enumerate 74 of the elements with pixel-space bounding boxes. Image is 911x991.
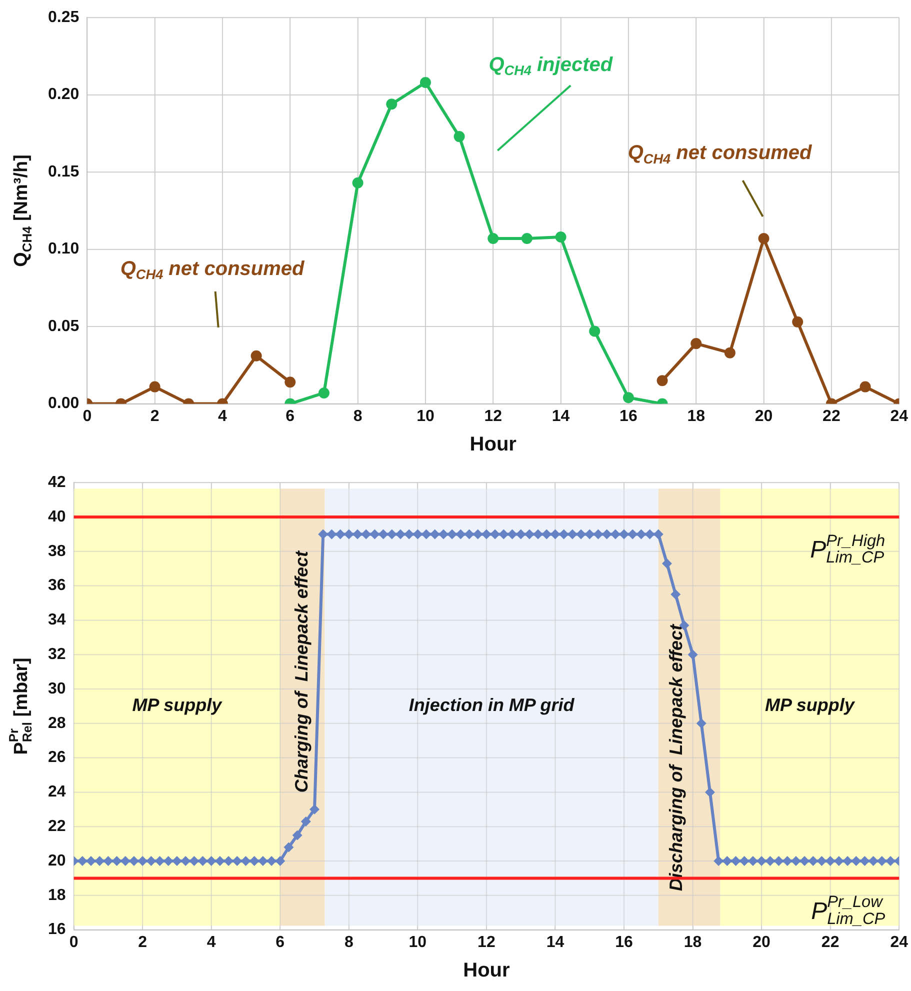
x-tick-label: 24 xyxy=(890,408,908,425)
x-tick-label: 16 xyxy=(615,934,633,951)
point xyxy=(724,347,736,358)
y-tick-label: 0.20 xyxy=(48,86,80,104)
point xyxy=(318,387,330,398)
y-tick-label: 26 xyxy=(48,749,66,766)
point xyxy=(690,338,702,350)
x-axis-title: Hour xyxy=(463,960,510,982)
band-label: Charging of Linepack effect xyxy=(291,550,312,793)
x-tick-label: 18 xyxy=(684,934,702,951)
point xyxy=(555,231,566,242)
y-tick-label: 0.05 xyxy=(48,318,80,335)
x-tick-label: 10 xyxy=(416,408,434,425)
x-tick-label: 8 xyxy=(344,934,354,951)
x-tick-label: 24 xyxy=(890,934,908,951)
band-label: MP supply xyxy=(765,695,856,716)
x-tick-label: 12 xyxy=(484,408,502,425)
y-axis-title: QCH4 [Nm³/h] xyxy=(11,154,34,267)
y-tick-label: 30 xyxy=(48,680,66,698)
x-tick-label: 6 xyxy=(276,934,285,951)
band-label: MP supply xyxy=(132,695,223,716)
x-tick-label: 4 xyxy=(218,408,228,425)
x-tick-label: 0 xyxy=(69,934,78,951)
x-tick-label: 8 xyxy=(353,408,362,425)
x-tick-label: 0 xyxy=(82,408,92,425)
point xyxy=(352,177,364,188)
y-tick-label: 20 xyxy=(48,852,66,870)
x-tick-label: 2 xyxy=(150,408,160,425)
x-tick-label: 4 xyxy=(206,934,216,951)
y-axis-title: PPrRel [mbar] xyxy=(6,658,34,755)
x-axis-title: Hour xyxy=(470,434,517,456)
x-tick-label: 6 xyxy=(286,408,295,425)
y-tick-label: 36 xyxy=(48,577,66,594)
point xyxy=(589,326,600,337)
band-label: Discharging of Linepack effect xyxy=(666,623,686,892)
point xyxy=(622,392,634,404)
point xyxy=(488,233,499,244)
x-tick-label: 16 xyxy=(620,408,638,425)
y-tick-label: 0.00 xyxy=(48,395,80,412)
x-tick-label: 20 xyxy=(754,408,773,425)
point xyxy=(521,233,532,244)
y-tick-label: 34 xyxy=(48,612,66,629)
point xyxy=(758,233,770,244)
x-tick-label: 18 xyxy=(687,408,706,425)
y-tick-label: 24 xyxy=(48,784,66,801)
point xyxy=(454,131,465,142)
point xyxy=(860,381,871,392)
y-tick-label: 42 xyxy=(48,474,66,492)
x-tick-label: 14 xyxy=(552,408,570,425)
point xyxy=(656,375,668,386)
y-tick-label: 0.10 xyxy=(48,240,80,258)
y-tick-label: 32 xyxy=(48,646,66,664)
y-tick-label: 0.25 xyxy=(48,9,80,26)
x-tick-label: 10 xyxy=(408,934,427,951)
y-tick-label: 28 xyxy=(48,714,66,732)
y-tick-label: 18 xyxy=(48,886,66,904)
point xyxy=(250,350,262,362)
x-tick-label: 12 xyxy=(478,934,496,951)
x-tick-label: 14 xyxy=(546,934,564,951)
y-tick-label: 40 xyxy=(48,508,66,526)
y-tick-label: 38 xyxy=(48,542,66,560)
y-tick-label: 16 xyxy=(48,921,66,938)
x-tick-label: 22 xyxy=(821,934,840,951)
y-tick-label: 0.15 xyxy=(48,163,80,180)
point xyxy=(386,98,398,110)
point xyxy=(284,376,296,388)
x-tick-label: 2 xyxy=(138,934,148,951)
point xyxy=(149,381,160,392)
y-tick-label: 22 xyxy=(48,818,66,836)
x-tick-label: 22 xyxy=(822,408,840,425)
point xyxy=(792,316,804,328)
band-label: Injection in MP grid xyxy=(408,695,576,716)
point xyxy=(420,76,431,88)
x-tick-label: 20 xyxy=(752,934,771,951)
